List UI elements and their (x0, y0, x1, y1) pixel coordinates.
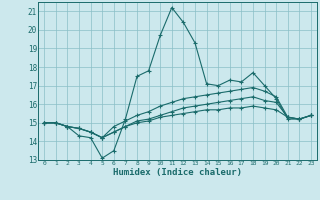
X-axis label: Humidex (Indice chaleur): Humidex (Indice chaleur) (113, 168, 242, 177)
